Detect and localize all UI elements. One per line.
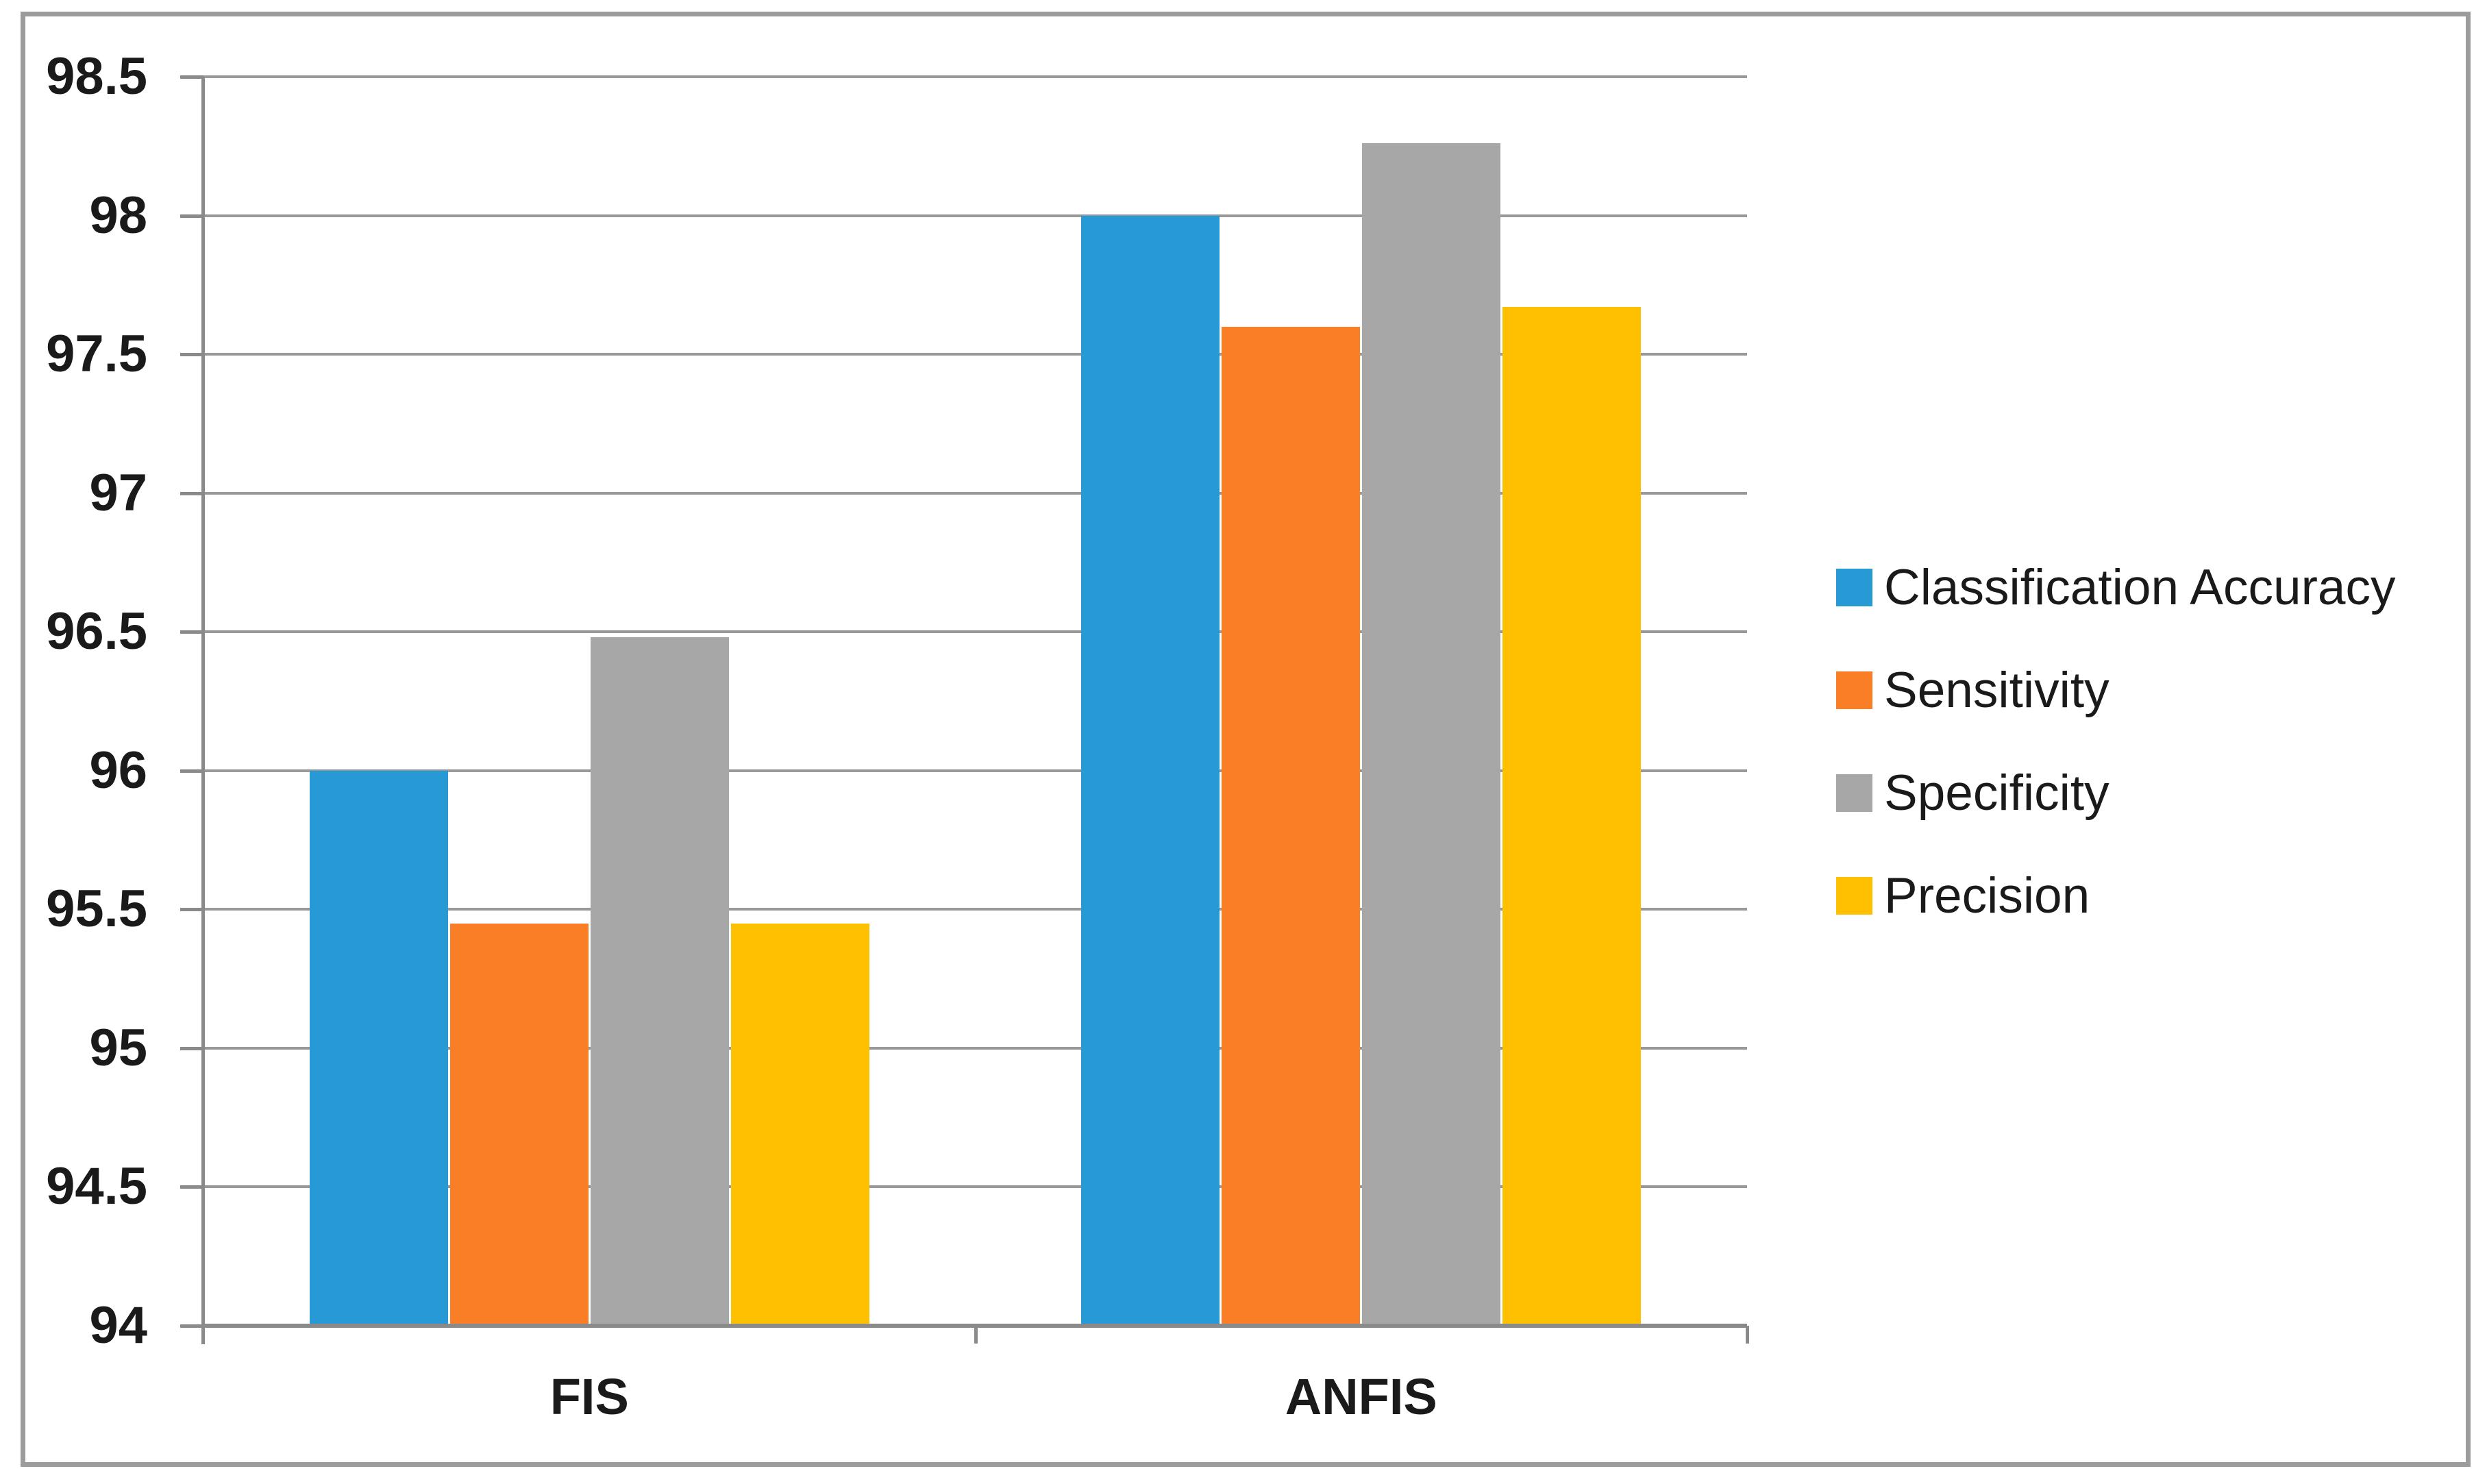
legend-item: Classification Accuracy bbox=[1836, 560, 2396, 615]
y-axis-tick bbox=[180, 491, 203, 495]
y-axis-tick bbox=[180, 908, 203, 912]
gridline bbox=[203, 630, 1747, 634]
legend-label: Sensitivity bbox=[1884, 662, 2109, 718]
y-axis-tick bbox=[180, 769, 203, 773]
y-tick-label: 96.5 bbox=[46, 602, 147, 661]
y-axis-tick bbox=[180, 353, 203, 357]
y-axis-tick bbox=[180, 630, 203, 634]
bar-precision bbox=[730, 923, 869, 1327]
gridline bbox=[203, 1185, 1747, 1189]
y-tick-label: 96 bbox=[89, 741, 147, 800]
y-tick-label: 95 bbox=[89, 1018, 147, 1077]
y-axis-tick bbox=[180, 75, 203, 79]
y-tick-label: 94 bbox=[89, 1296, 147, 1355]
bar-sensitivity bbox=[1222, 326, 1361, 1327]
gridline bbox=[203, 769, 1747, 772]
legend-label: Specificity bbox=[1884, 765, 2109, 821]
y-axis-tick bbox=[180, 1324, 203, 1328]
gridline bbox=[203, 353, 1747, 356]
bar-precision bbox=[1502, 307, 1642, 1327]
y-tick-label: 94.5 bbox=[46, 1157, 147, 1216]
legend-item: Specificity bbox=[1836, 765, 2109, 820]
y-tick-label: 97.5 bbox=[46, 325, 147, 384]
y-axis-line bbox=[201, 77, 205, 1344]
bar-classification-accuracy bbox=[1081, 215, 1220, 1327]
bar-specificity bbox=[1362, 143, 1501, 1327]
gridline bbox=[203, 491, 1747, 495]
legend-swatch-icon bbox=[1836, 774, 1872, 812]
y-tick-label: 98.5 bbox=[46, 47, 147, 106]
x-axis-boundary-tick bbox=[974, 1326, 978, 1344]
bar-sensitivity bbox=[449, 923, 589, 1327]
x-category-label: FIS bbox=[549, 1368, 629, 1425]
legend-swatch-icon bbox=[1836, 671, 1872, 709]
x-category-label: ANFIS bbox=[1285, 1368, 1437, 1425]
gridline bbox=[203, 75, 1747, 78]
bar-classification-accuracy bbox=[309, 770, 448, 1327]
y-axis-tick bbox=[180, 1185, 203, 1189]
legend-label: Classification Accuracy bbox=[1884, 559, 2396, 615]
y-axis-tick bbox=[180, 214, 203, 218]
legend-swatch-icon bbox=[1836, 569, 1872, 606]
y-tick-label: 98 bbox=[89, 186, 147, 245]
y-tick-label: 95.5 bbox=[46, 880, 147, 939]
legend-label: Precision bbox=[1884, 867, 2090, 924]
legend-item: Sensitivity bbox=[1836, 663, 2109, 717]
x-axis-boundary-tick bbox=[1746, 1326, 1749, 1344]
y-tick-label: 97 bbox=[89, 463, 147, 522]
legend-swatch-icon bbox=[1836, 877, 1872, 915]
gridline bbox=[203, 1046, 1747, 1050]
bar-specificity bbox=[590, 637, 729, 1327]
gridline bbox=[203, 908, 1747, 911]
figure-border bbox=[21, 12, 2471, 1467]
gridline bbox=[203, 214, 1747, 217]
legend-item: Precision bbox=[1836, 868, 2090, 923]
y-axis-tick bbox=[180, 1046, 203, 1050]
